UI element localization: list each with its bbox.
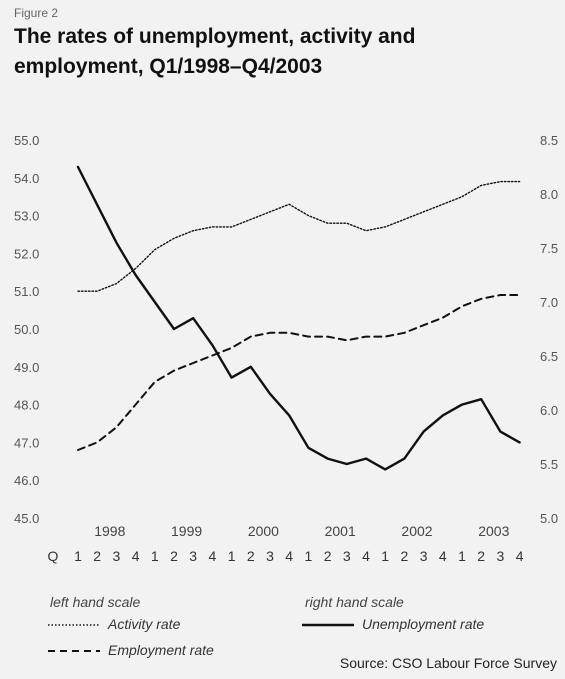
legend-unemployment-swatch	[302, 623, 354, 627]
x-quarter-label: 3	[497, 548, 505, 564]
legend-employment-swatch	[48, 650, 100, 652]
legend-left-heading: left hand scale	[50, 594, 141, 610]
x-year-label: 2001	[325, 523, 356, 539]
activity-rate-line	[77, 180, 521, 292]
source-note: Source: CSO Labour Force Survey	[339, 655, 557, 671]
left-tick-label: 53.0	[14, 209, 39, 224]
left-tick-label: 49.0	[14, 360, 39, 375]
right-tick-label: 7.0	[540, 295, 558, 310]
x-year-label: 1999	[171, 523, 202, 539]
legend-activity-label: Activity rate	[108, 616, 181, 632]
left-tick-label: 47.0	[14, 435, 39, 450]
x-quarter-label: 4	[209, 548, 217, 564]
x-quarter-label: 1	[151, 548, 159, 564]
right-tick-label: 8.5	[540, 133, 558, 148]
left-tick-label: 52.0	[14, 246, 39, 261]
x-quarter-label: 4	[362, 548, 370, 564]
x-quarter-label: 1	[381, 548, 389, 564]
x-year-label: 2002	[401, 523, 432, 539]
right-tick-label: 7.5	[540, 241, 558, 256]
x-quarter-label: 2	[324, 548, 332, 564]
x-year-label: 2003	[478, 523, 509, 539]
x-quarter-label: 3	[420, 548, 428, 564]
x-quarter-label: 4	[516, 548, 524, 564]
right-axis-ticks: 8.5 8.0 7.5 7.0 6.5 6.0 5.5 5.0	[540, 133, 558, 526]
x-quarter-label: 3	[266, 548, 274, 564]
x-quarter-label: 2	[401, 548, 409, 564]
series-lines	[76, 165, 521, 471]
x-quarter-label: 4	[132, 548, 140, 564]
legend-right-heading: right hand scale	[305, 594, 404, 610]
legend-activity-swatch	[48, 624, 100, 626]
right-tick-label: 6.5	[540, 349, 558, 364]
x-quarter-label: 2	[170, 548, 178, 564]
legend-unemployment-label: Unemployment rate	[362, 616, 485, 632]
left-axis-ticks: 55.0 54.0 53.0 52.0 51.0 50.0 49.0 48.0 47.0 46.0…	[14, 133, 39, 526]
x-quarter-label: 1	[458, 548, 466, 564]
legend-employment-label: Employment rate	[108, 642, 214, 658]
right-tick-label: 5.5	[540, 457, 558, 472]
employment-rate-line	[77, 294, 521, 451]
left-tick-label: 55.0	[14, 133, 39, 148]
x-year-label: 1998	[94, 523, 125, 539]
x-quarter-prefix: Q	[48, 548, 59, 564]
right-tick-label: 6.0	[540, 403, 558, 418]
left-tick-label: 48.0	[14, 398, 39, 413]
x-quarter-label: 1	[305, 548, 313, 564]
x-quarter-label: 3	[189, 548, 197, 564]
x-quarter-label: 4	[439, 548, 447, 564]
x-quarter-label: 2	[93, 548, 101, 564]
left-tick-label: 46.0	[14, 473, 39, 488]
right-tick-label: 5.0	[540, 511, 558, 526]
x-year-label: 2000	[248, 523, 279, 539]
left-tick-label: 51.0	[14, 284, 39, 299]
figure-label: Figure 2	[14, 6, 59, 20]
left-tick-label: 50.0	[14, 322, 39, 337]
right-tick-label: 8.0	[540, 187, 558, 202]
x-axis-years: 1998 1999 2000 2001 2002 2003	[94, 523, 509, 539]
x-quarter-label: 1	[74, 548, 82, 564]
unemployment-rate-line	[76, 165, 521, 471]
x-quarter-label: 1	[228, 548, 236, 564]
x-quarter-label: 3	[113, 548, 121, 564]
x-quarter-label: 3	[343, 548, 351, 564]
left-tick-label: 54.0	[14, 171, 39, 186]
left-tick-label: 45.0	[14, 511, 39, 526]
x-quarter-label: 2	[477, 548, 485, 564]
x-quarter-label: 2	[247, 548, 255, 564]
x-quarter-label: 4	[285, 548, 293, 564]
chart-title: The rates of unemployment, activity and …	[14, 25, 416, 78]
